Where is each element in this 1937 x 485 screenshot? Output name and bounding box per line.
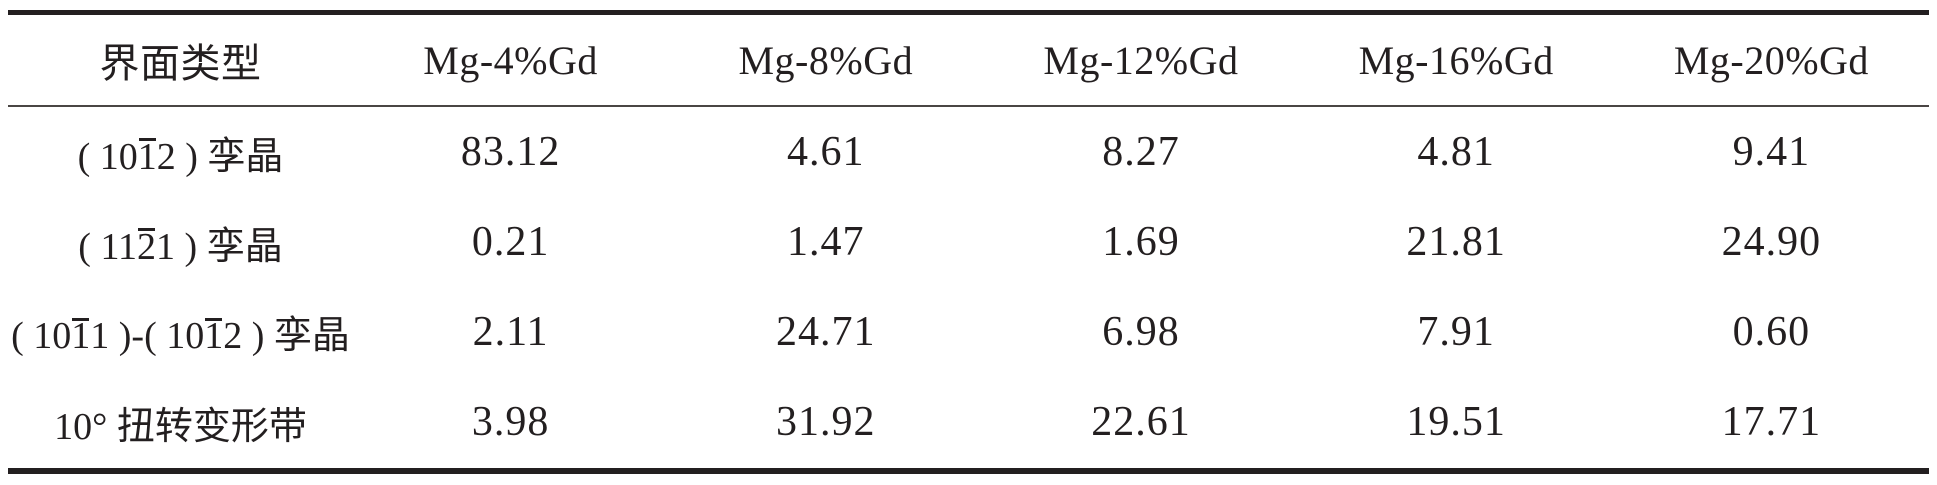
value-cell: 31.92: [776, 399, 876, 446]
table-row: ( 1011 )-( 1012 ) 孪晶 2.11 24.71 6.98 7.9…: [8, 287, 1929, 377]
value-cell: 4.61: [787, 129, 865, 176]
value-cell: 21.81: [1406, 219, 1506, 266]
value-cell: 8.27: [1102, 129, 1180, 176]
value-cell: 3.98: [471, 399, 550, 446]
column-header-mg-16gd: Mg-16%Gd: [1358, 37, 1554, 83]
column-header-mg-12gd: Mg-12%Gd: [1043, 37, 1239, 83]
table-row: ( 1012 ) 孪晶 83.12 4.61 8.27 4.81 9.41: [8, 106, 1929, 197]
interface-type-table: 界面类型 Mg-4%Gd Mg-8%Gd Mg-12%Gd Mg-16%Gd M…: [8, 10, 1929, 474]
value-cell: 1.69: [1102, 219, 1180, 266]
column-header-interface-type: 界面类型: [99, 41, 262, 86]
value-cell: 9.41: [1732, 129, 1811, 176]
value-cell: 24.90: [1721, 219, 1822, 266]
row-label: 10° 扭转变形带: [54, 405, 307, 448]
row-label: ( 1011 )-( 1012 ) 孪晶: [11, 315, 350, 358]
value-cell: 19.51: [1406, 399, 1506, 446]
value-cell: 17.71: [1721, 399, 1822, 446]
row-label: ( 1012 ) 孪晶: [77, 135, 284, 178]
column-header-mg-20gd: Mg-20%Gd: [1673, 37, 1869, 83]
table-row: 10° 扭转变形带 3.98 31.92 22.61 19.51 17.71: [8, 376, 1929, 471]
value-cell: 24.71: [776, 308, 876, 355]
value-cell: 22.61: [1091, 399, 1191, 446]
column-header-mg-8gd: Mg-8%Gd: [738, 37, 914, 83]
header-row: 界面类型 Mg-4%Gd Mg-8%Gd Mg-12%Gd Mg-16%Gd M…: [8, 13, 1929, 106]
value-cell: 0.60: [1732, 308, 1811, 355]
value-cell: 83.12: [460, 129, 561, 176]
column-header-mg-4gd: Mg-4%Gd: [423, 37, 598, 83]
value-cell: 4.81: [1417, 129, 1495, 176]
value-cell: 0.21: [471, 219, 550, 266]
table-row: ( 1121 ) 孪晶 0.21 1.47 1.69 21.81 24.90: [8, 197, 1929, 287]
value-cell: 2.11: [472, 308, 549, 355]
value-cell: 1.47: [787, 219, 865, 266]
value-cell: 7.91: [1417, 308, 1495, 355]
row-label: ( 1121 ) 孪晶: [78, 225, 283, 268]
value-cell: 6.98: [1102, 308, 1180, 355]
